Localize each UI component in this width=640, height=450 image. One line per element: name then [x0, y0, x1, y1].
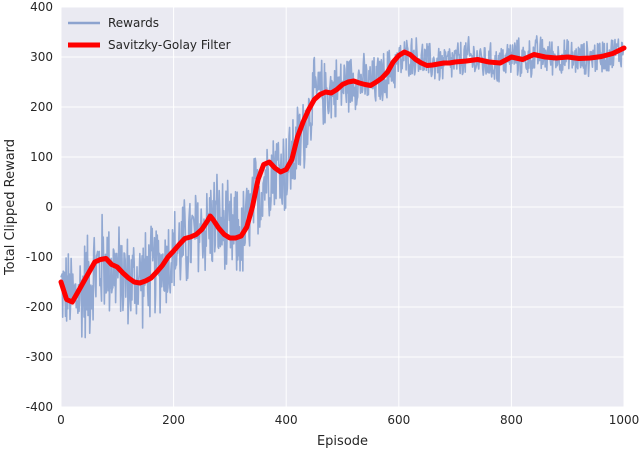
y-tick-label: 300 [30, 50, 53, 64]
y-tick-label: 200 [30, 100, 53, 114]
legend: Rewards Savitzky-Golay Filter [68, 16, 231, 52]
y-tick-label: 400 [30, 0, 53, 14]
x-tick-label: 200 [162, 413, 185, 427]
series-layer [58, 35, 627, 339]
y-tick-label: -300 [26, 350, 53, 364]
y-tick-label: 100 [30, 150, 53, 164]
y-tick-label: 0 [45, 200, 53, 214]
legend-label-rewards: Rewards [108, 16, 159, 30]
tick-labels: 0 200 400 600 800 1000 -400 -300 -200 -100 0 100 200… [26, 0, 640, 427]
x-tick-label: 800 [500, 413, 523, 427]
y-tick-label: -200 [26, 300, 53, 314]
y-axis-label: Total Clipped Reward [3, 139, 18, 276]
y-tick-label: -100 [26, 250, 53, 264]
x-tick-label: 1000 [609, 413, 640, 427]
x-tick-label: 600 [387, 413, 410, 427]
x-axis-label: Episode [317, 434, 368, 449]
y-tick-label: -400 [26, 400, 53, 414]
savgol-line [58, 45, 627, 305]
legend-label-savgol: Savitzky-Golay Filter [108, 38, 231, 52]
x-tick-label: 400 [275, 413, 298, 427]
x-tick-label: 0 [57, 413, 65, 427]
